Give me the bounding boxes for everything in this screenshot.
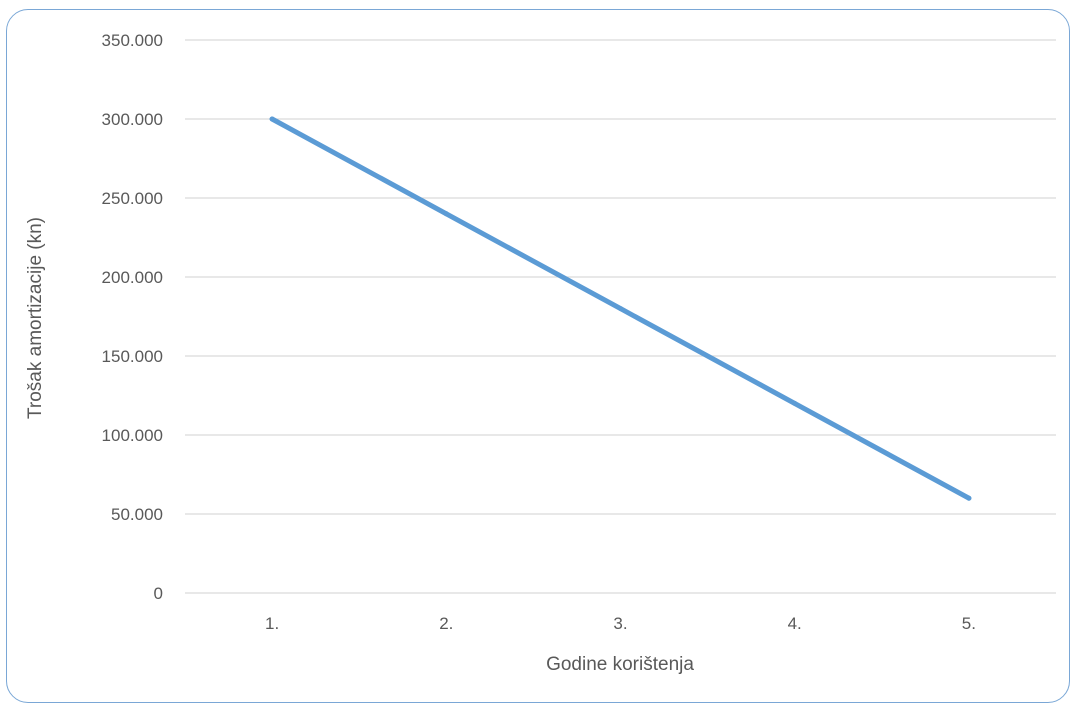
data-point [792,400,798,406]
y-tick-label: 150.000 [102,347,163,366]
y-tick-label: 250.000 [102,189,163,208]
y-tick-label: 50.000 [111,505,163,524]
x-tick-label: 1. [265,614,279,633]
y-axis-ticks: 0 50.000 100.000 150.000 200.000 250.000 300.0… [102,31,163,603]
x-axis-ticks: 1. 2. 3. 4. 5. [265,614,976,633]
x-axis-title: Godine korištenja [546,654,694,675]
gridlines [185,39,1056,594]
y-tick-label: 350.000 [102,31,163,50]
series-lines [269,116,972,501]
y-tick-label: 300.000 [102,110,163,129]
data-point [618,306,623,312]
data-point [443,211,449,217]
x-tick-label: 2. [439,614,453,633]
y-tick-label: 0 [154,584,163,603]
x-tick-label: 3. [613,614,627,633]
data-point [269,116,275,122]
x-tick-label: 5. [962,614,976,633]
data-point [966,495,972,501]
y-tick-label: 200.000 [102,268,163,287]
y-axis-title: Trošak amortizacije (kn) [25,217,46,419]
x-tick-label: 4. [788,614,802,633]
y-tick-label: 100.000 [102,426,163,445]
